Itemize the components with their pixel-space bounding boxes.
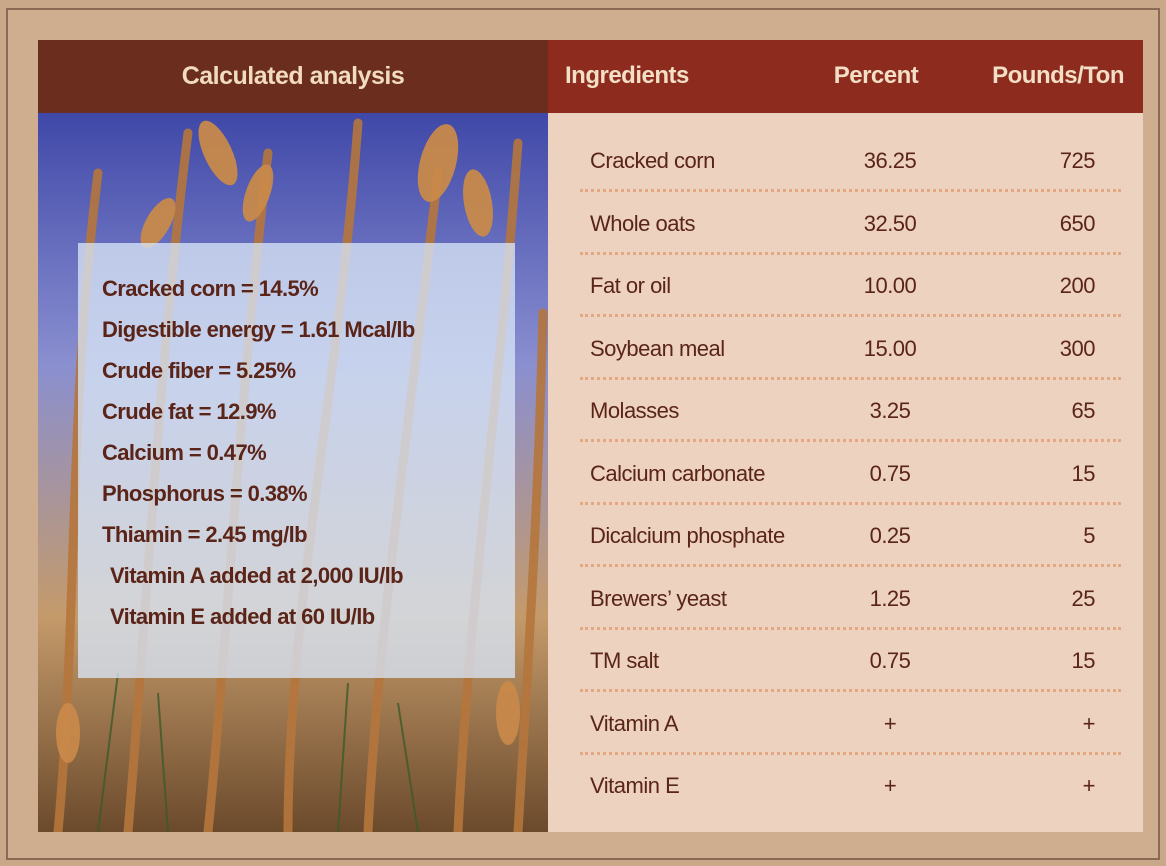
analysis-title: Calculated analysis [38,40,548,113]
table-cell: 0.75 [840,648,940,674]
table-cell: 200 [1060,273,1095,299]
table-row: Cracked corn 36.25 725 [548,130,1143,192]
column-header: Percent [816,62,936,90]
table-cell: Whole oats [590,211,695,237]
table-cell: + [840,711,940,737]
table-cell: Molasses [590,398,679,424]
table-cell: Brewers’ yeast [590,586,726,612]
table-cell: Vitamin A [590,711,678,737]
table-row: Molasses 3.25 65 [548,380,1143,442]
table-cell: + [840,773,940,799]
analysis-item: Crude fat = 12.9% [102,391,415,432]
analysis-item: Vitamin A added at 2,000 IU/lb [110,555,415,596]
table-cell: 0.25 [840,523,940,549]
column-header: Pounds/Ton [992,62,1124,90]
table-cell: 300 [1060,336,1095,362]
table-cell: 650 [1060,211,1095,237]
column-header: Ingredients [565,62,689,90]
table-cell: Vitamin E [590,773,679,799]
table-cell: 10.00 [840,273,940,299]
table-row: TM salt 0.75 15 [548,630,1143,692]
table-cell: 1.25 [840,586,940,612]
table-cell: Calcium carbonate [590,461,765,487]
table-cell: Soybean meal [590,336,725,362]
table-cell: 725 [1060,148,1095,174]
table-row: Whole oats 32.50 650 [548,193,1143,255]
table-cell: TM salt [590,648,659,674]
table-row: Vitamin E + + [548,755,1143,817]
table-cell: 25 [1072,586,1095,612]
table-cell: 3.25 [840,398,940,424]
table-cell: 15 [1072,461,1095,487]
table-cell: Cracked corn [590,148,715,174]
table-cell: Fat or oil [590,273,671,299]
analysis-item: Crude fiber = 5.25% [102,350,415,391]
table-row: Soybean meal 15.00 300 [548,318,1143,380]
table-row: Fat or oil 10.00 200 [548,255,1143,317]
table-cell: + [1083,773,1095,799]
table-row: Brewers’ yeast 1.25 25 [548,568,1143,630]
table-cell: 15 [1072,648,1095,674]
table-cell: 65 [1072,398,1095,424]
table-cell: + [1083,711,1095,737]
page: Calculated analysis Cracked corn = 14.5%… [0,0,1166,866]
table-cell: 32.50 [840,211,940,237]
table-cell: 0.75 [840,461,940,487]
table-row: Vitamin A + + [548,693,1143,755]
table-row: Dicalcium phosphate 0.25 5 [548,505,1143,567]
table-cell: 36.25 [840,148,940,174]
analysis-item: Calcium = 0.47% [102,432,415,473]
analysis-item: Digestible energy = 1.61 Mcal/lb [102,309,415,350]
ingredient-table: Cracked corn 36.25 725 Whole oats 32.50 650 Fa… [548,113,1143,832]
analysis-item: Cracked corn = 14.5% [102,268,415,309]
analysis-item: Vitamin E added at 60 IU/lb [110,596,415,637]
analysis-item: Thiamin = 2.45 mg/lb [102,514,415,555]
table-cell: 15.00 [840,336,940,362]
analysis-item: Phosphorus = 0.38% [102,473,415,514]
table-cell: Dicalcium phosphate [590,523,785,549]
table-row: Calcium carbonate 0.75 15 [548,443,1143,505]
table-header: Ingredients Percent Pounds/Ton [548,40,1143,113]
analysis-list: Cracked corn = 14.5%Digestible energy = … [102,268,415,637]
table-cell: 5 [1083,523,1095,549]
